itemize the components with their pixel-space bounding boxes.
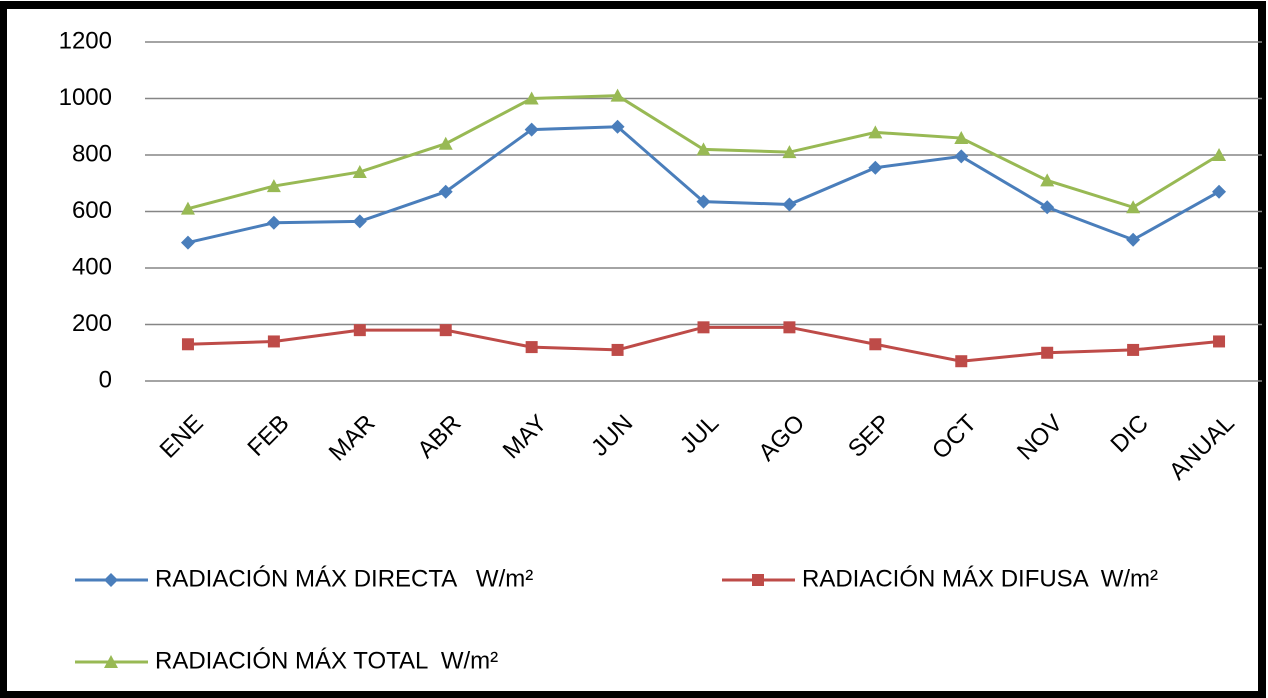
marker — [352, 214, 367, 229]
marker — [524, 122, 539, 137]
marker — [352, 164, 367, 178]
marker — [869, 338, 882, 351]
marker — [782, 197, 797, 212]
marker — [954, 131, 969, 145]
legend-label: RADIACIÓN MÁX DIFUSA W/m² — [802, 565, 1158, 592]
marker — [266, 215, 281, 230]
legend-label: RADIACIÓN MÁX TOTAL W/m² — [155, 647, 498, 674]
marker — [868, 160, 883, 175]
marker — [752, 574, 764, 586]
marker — [1040, 173, 1055, 187]
legend-label: RADIACIÓN MÁX DIRECTA W/m² — [155, 565, 533, 592]
marker — [525, 341, 538, 354]
marker — [696, 194, 711, 209]
y-tick-label: 0 — [99, 366, 112, 393]
marker — [868, 125, 883, 139]
y-tick-label: 400 — [72, 253, 112, 280]
marker — [181, 338, 194, 351]
marker — [267, 335, 280, 348]
marker — [1041, 346, 1054, 359]
marker — [266, 179, 281, 193]
y-tick-label: 1200 — [59, 27, 112, 54]
marker — [697, 321, 710, 334]
y-tick-label: 1000 — [59, 84, 112, 111]
marker — [180, 235, 195, 250]
marker — [611, 343, 624, 356]
marker — [1212, 148, 1227, 161]
marker — [180, 201, 195, 215]
marker — [1040, 200, 1055, 215]
marker — [1127, 343, 1140, 356]
marker — [353, 324, 366, 337]
marker — [1213, 335, 1226, 348]
marker — [1126, 200, 1141, 214]
marker — [1126, 232, 1141, 247]
marker — [782, 145, 797, 159]
marker — [610, 119, 625, 134]
marker — [438, 136, 453, 150]
marker — [610, 88, 625, 102]
marker — [438, 184, 453, 199]
marker — [1212, 184, 1227, 199]
marker — [439, 324, 452, 337]
marker — [104, 573, 118, 587]
y-tick-label: 600 — [72, 197, 112, 224]
marker — [955, 355, 968, 368]
y-tick-label: 800 — [72, 140, 112, 167]
marker — [954, 149, 969, 164]
marker — [524, 91, 539, 105]
marker — [104, 655, 118, 668]
y-tick-label: 200 — [72, 310, 112, 337]
marker — [696, 142, 711, 156]
marker — [783, 321, 796, 334]
